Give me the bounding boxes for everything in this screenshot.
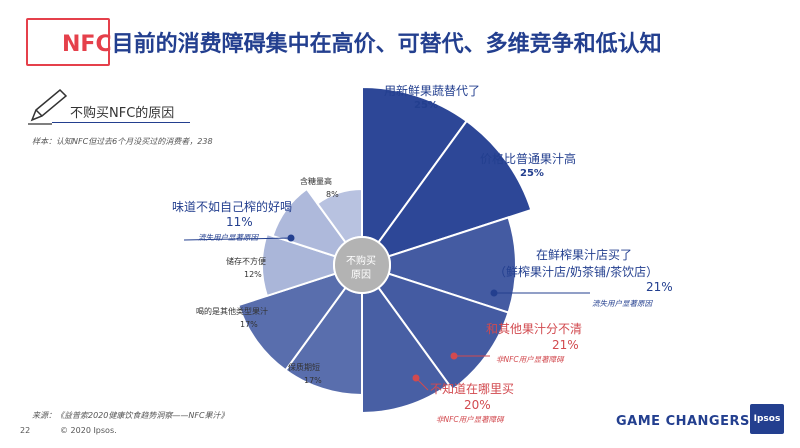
label-cat-2b: （鲜榨果汁店/奶茶铺/茶饮店） bbox=[494, 263, 658, 280]
section-title: 不购买NFC的原因 bbox=[70, 106, 175, 121]
leader-cat-3-dot bbox=[450, 352, 458, 360]
leader-cat-8-dot bbox=[287, 234, 295, 242]
leader-cat-4-dot bbox=[412, 374, 420, 382]
tag-cat-2: 流失用户显著原因 bbox=[592, 299, 652, 308]
page-title: NFC目前的消费障碍集中在高价、可替代、多维竞争和低认知 bbox=[62, 26, 662, 58]
label-cat-9: 含糖量高 bbox=[300, 177, 332, 186]
source-note: 来源：《益普索2020健康饮食趋势洞察——NFC果汁》 bbox=[32, 411, 229, 420]
leader-cat-2-dot bbox=[490, 289, 498, 297]
tag-cat-8: 流失用户显著原因 bbox=[198, 233, 258, 242]
center-label-line1: 不购买 bbox=[346, 256, 376, 267]
leader-cat-8 bbox=[183, 237, 292, 241]
pct-cat-2: 21% bbox=[646, 280, 673, 294]
tag-cat-4: 非NFC用户显著障碍 bbox=[436, 415, 504, 424]
title-frame bbox=[26, 18, 110, 66]
sample-note: 样本：认知NFC但过去6个月没买过的消费者，238 bbox=[32, 137, 213, 146]
label-cat-6: 喝的是其他类型果汁 bbox=[196, 307, 268, 316]
label-cat-2a: 在鲜榨果汁店买了 bbox=[536, 246, 632, 263]
brand-tagline: GAME CHANGERS bbox=[616, 414, 750, 429]
tag-cat-3: 非NFC用户显著障碍 bbox=[496, 355, 564, 364]
pct-cat-7: 12% bbox=[244, 270, 262, 279]
pct-cat-0: 25% bbox=[414, 100, 438, 111]
label-cat-2-line1: 在鲜榨果汁店买了 bbox=[536, 248, 633, 262]
center-circle bbox=[333, 236, 391, 294]
label-cat-1: 价格比普通果汁高 bbox=[480, 152, 577, 166]
page-number: 22 bbox=[20, 426, 31, 435]
label-cat-8: 味道不如自己榨的好喝 bbox=[172, 200, 293, 214]
pct-cat-9: 8% bbox=[326, 190, 339, 199]
pct-cat-1: 25% bbox=[520, 168, 544, 179]
label-cat-5: 保质期短 bbox=[288, 363, 320, 372]
label-cat-2-line2: （鲜榨果汁店/奶茶铺/茶饮店） bbox=[494, 265, 659, 279]
ipsos-logo: Ipsos bbox=[750, 404, 784, 434]
pencil-icon bbox=[28, 88, 68, 125]
label-cat-4: 不知道在哪里买 bbox=[430, 382, 515, 396]
pct-cat-3: 21% bbox=[552, 338, 579, 352]
pct-cat-8: 11% bbox=[226, 215, 253, 229]
center-label-line2: 原因 bbox=[351, 270, 371, 281]
pct-cat-6: 17% bbox=[240, 320, 258, 329]
title-prefix: NFC bbox=[62, 32, 112, 57]
label-cat-7: 储存不方便 bbox=[226, 257, 266, 266]
center-label: 不购买 原因 bbox=[346, 255, 376, 283]
pct-cat-4: 20% bbox=[464, 398, 491, 412]
label-cat-0: 用新鲜果蔬替代了 bbox=[384, 84, 481, 98]
pct-cat-5: 17% bbox=[304, 376, 322, 385]
title-text: 目前的消费障碍集中在高价、可替代、多维竞争和低认知 bbox=[111, 32, 662, 57]
copyright: © 2020 Ipsos. bbox=[60, 426, 117, 435]
label-cat-3: 和其他果汁分不清 bbox=[486, 322, 583, 336]
section-underline bbox=[52, 122, 190, 123]
